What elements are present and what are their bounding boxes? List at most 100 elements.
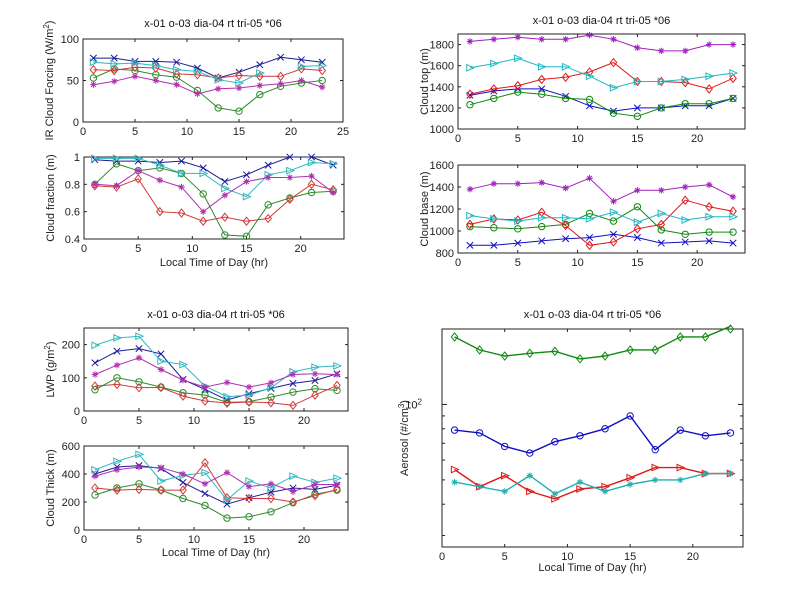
data-point	[223, 514, 231, 522]
series-06	[466, 31, 737, 55]
data-point	[135, 484, 143, 495]
data-point	[466, 89, 474, 99]
data-point	[475, 345, 484, 355]
data-point	[89, 74, 98, 82]
data-point	[179, 485, 187, 495]
data-point	[609, 230, 618, 238]
y-axis-label: Aerosol (#/cm3)	[397, 400, 412, 476]
data-point	[333, 361, 343, 370]
data-point	[311, 385, 319, 393]
data-point	[264, 161, 272, 169]
data-point	[221, 184, 231, 193]
data-point	[156, 177, 164, 184]
x-tick-label: 5	[136, 534, 142, 546]
data-point	[91, 386, 99, 394]
y-axis-label: Cloud Thick (m)	[45, 449, 57, 526]
data-point	[179, 494, 187, 503]
data-point	[501, 488, 508, 495]
data-point	[677, 476, 684, 484]
x-tick-label: 10	[188, 415, 200, 427]
y-tick-label: 1800	[430, 40, 454, 52]
data-point	[585, 95, 594, 104]
series-06	[91, 167, 337, 215]
data-point	[113, 485, 121, 495]
data-point	[601, 425, 609, 433]
data-point	[551, 490, 559, 498]
data-point	[308, 172, 315, 180]
data-point	[466, 63, 476, 72]
data-point	[199, 164, 207, 172]
data-point	[729, 69, 739, 78]
data-point	[289, 388, 297, 396]
data-point	[490, 59, 500, 68]
data-point	[701, 432, 710, 440]
data-point	[245, 493, 253, 504]
x-tick-label: 0	[81, 534, 87, 546]
data-point	[201, 383, 209, 391]
data-point	[264, 213, 273, 224]
data-point	[152, 61, 162, 70]
data-point	[131, 73, 139, 80]
data-point	[113, 484, 121, 492]
data-point	[651, 445, 659, 454]
x-tick-label: 0	[439, 551, 445, 563]
data-point	[276, 71, 285, 82]
data-point	[235, 107, 243, 115]
data-point	[199, 216, 208, 227]
data-point	[450, 465, 460, 474]
series-line	[94, 170, 334, 213]
data-point	[135, 332, 145, 341]
data-point	[201, 501, 209, 510]
data-point	[221, 231, 229, 239]
data-point	[178, 183, 185, 191]
data-point	[576, 478, 584, 486]
data-point	[113, 379, 121, 390]
x-tick-label: 5	[502, 551, 508, 563]
data-point	[329, 189, 337, 196]
series-line	[94, 178, 334, 222]
data-point	[657, 226, 665, 234]
data-point	[729, 239, 737, 247]
data-point	[173, 81, 180, 88]
data-point	[201, 480, 209, 487]
data-point	[155, 206, 164, 217]
y-tick-label: 0.8	[65, 179, 80, 191]
data-point	[676, 463, 686, 472]
data-point	[538, 36, 545, 43]
data-point	[319, 83, 326, 91]
y-tick-label: 1400	[430, 82, 454, 94]
data-point	[110, 59, 120, 68]
x-tick-label: 0	[455, 133, 461, 145]
data-point	[199, 190, 207, 198]
data-point	[223, 500, 231, 508]
data-point	[657, 209, 667, 218]
data-point	[135, 378, 143, 386]
data-point	[135, 345, 143, 353]
data-point	[729, 228, 737, 236]
data-point	[651, 463, 661, 472]
x-tick-label: 20	[691, 133, 703, 145]
series-line	[454, 415, 731, 454]
data-point	[450, 332, 459, 342]
data-point	[297, 56, 305, 64]
series-05	[451, 470, 734, 498]
data-point	[113, 457, 123, 466]
data-point	[626, 481, 634, 488]
data-point	[333, 484, 341, 495]
series-line	[469, 88, 734, 112]
data-point	[91, 371, 99, 378]
data-point	[91, 472, 99, 480]
data-point	[633, 77, 643, 86]
data-point	[514, 88, 522, 96]
data-point	[576, 485, 586, 493]
data-point	[311, 370, 319, 378]
data-point	[201, 457, 209, 468]
y-tick-label: 1	[74, 152, 80, 164]
data-point	[113, 466, 121, 473]
series-line	[94, 357, 338, 388]
y-tick-label: 50	[67, 76, 79, 88]
series-05	[466, 208, 739, 227]
data-point	[609, 109, 618, 117]
